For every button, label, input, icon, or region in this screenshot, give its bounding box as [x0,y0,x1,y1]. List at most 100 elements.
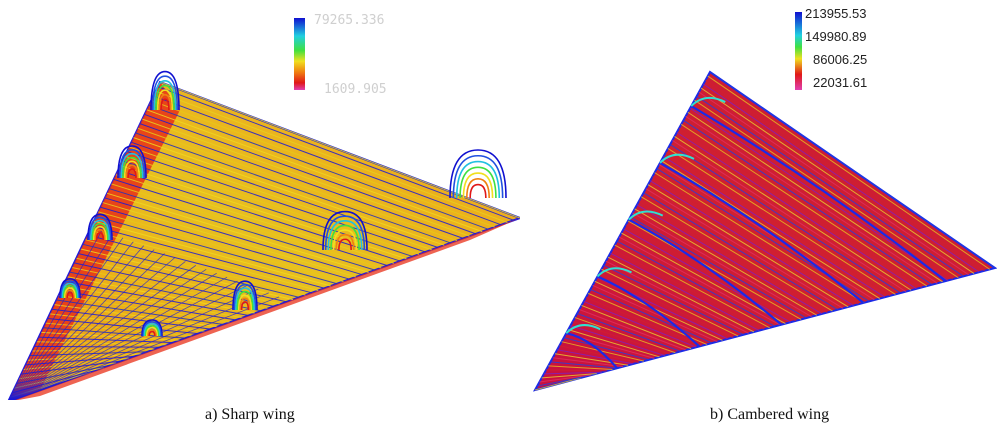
streamline [570,325,665,357]
contour-bump [153,80,177,111]
streamline [680,123,928,287]
streamline [111,183,382,269]
contour-bump [91,222,109,241]
streamline [660,160,880,299]
streamline [58,294,230,323]
streamline [654,172,865,304]
contour-bump [151,75,179,111]
contour-bump [142,321,162,337]
streamline [689,107,949,281]
streamline [102,202,357,278]
streamline [153,95,502,226]
streamline [579,309,686,351]
streamline [11,292,269,400]
streamline [601,268,739,337]
streamline [563,337,650,361]
streamline [696,95,964,277]
streamline [47,318,199,335]
streamline [647,184,849,308]
contour-bump [233,283,257,311]
streamline [539,374,592,383]
contour-bump [122,156,142,179]
contour-bump [239,297,251,311]
streamline [137,127,458,242]
contour-bump [90,219,110,241]
cambered-wing-legend-label-2: 149980.89 [805,29,867,44]
contour-bump [449,149,507,199]
streamline [98,211,344,282]
spanwise-ridge [690,105,947,282]
streamline [541,373,597,379]
streamline [614,244,770,329]
contour-bump [237,294,253,311]
contour-bump [146,326,158,337]
contour-bump [147,328,157,337]
streamline [10,265,197,400]
leading-edge-bump [596,267,632,278]
streamline [151,100,495,228]
contour-bump [452,154,504,199]
streamline [126,151,426,253]
contour-bump [158,93,172,111]
streamline [11,284,249,400]
spanwise-ridge [659,161,865,304]
streamline [683,119,933,286]
streamline [557,349,634,365]
streamline [93,220,331,287]
streamline [643,192,839,311]
streamline [707,75,991,270]
streamline [592,284,718,343]
streamline [8,237,124,400]
contour-bump [118,149,146,179]
cambered-wing-legend-bar [795,12,802,90]
sharp-wing-legend-max: 79265.336 [314,13,385,28]
contour-bump [95,232,105,241]
contour-bump [462,172,494,199]
streamline [10,268,207,400]
streamline [9,261,186,400]
contour-bump [235,287,255,311]
streamline [9,253,165,400]
streamline [131,141,439,248]
streamline [585,296,702,347]
streamline [142,118,470,237]
streamline [30,351,148,357]
streamline [537,375,587,387]
streamline [594,280,723,341]
sharp-wing-plot [7,18,520,400]
streamline [559,345,639,364]
contour-bump [240,301,250,311]
contour-bump [94,228,106,241]
spanwise-ridge [628,218,783,326]
contour-bump [87,213,113,241]
contour-bump [236,290,254,311]
leading-edge-bump [628,210,664,221]
streamline [550,361,618,369]
streamline [133,137,445,246]
streamline [652,176,860,305]
caption-sharp-wing: a) Sharp wing [205,406,295,423]
contour-bump [150,70,180,111]
streamline [574,317,676,354]
streamline [561,341,645,362]
contour-bump [324,215,366,251]
contour-bump [327,220,363,251]
streamline [645,188,844,309]
contour-bump [232,280,258,311]
streamline [9,241,134,400]
cambered-wing-plot [532,12,997,392]
streamline [605,260,749,334]
streamline [100,206,350,280]
streamline [80,248,294,301]
contour-bump [148,330,156,337]
contour-bump [61,282,79,299]
streamline [128,146,432,251]
streamline [21,360,123,375]
streamline [109,188,376,271]
streamline [634,208,818,316]
streamline [67,276,256,314]
streamline [674,135,912,291]
streamline [554,353,629,366]
streamline [616,240,776,327]
streamline [698,91,970,276]
